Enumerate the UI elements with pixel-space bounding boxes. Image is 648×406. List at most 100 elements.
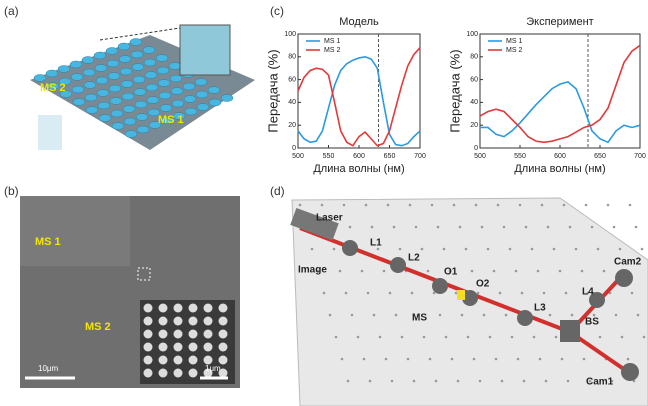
hole (333, 248, 336, 251)
hole (515, 270, 518, 273)
pillar (73, 99, 85, 106)
pillar (106, 48, 118, 55)
hole (363, 358, 366, 361)
figure: (a) MS 2 MS 1 (b) MS 1 MS 2 10μm 1μm (c)… (0, 0, 648, 406)
hole (613, 226, 616, 229)
hole (379, 336, 382, 339)
pillar (134, 89, 146, 96)
dot (144, 330, 153, 339)
pillar (112, 123, 124, 130)
x-tick-label: 500 (474, 153, 486, 160)
dot (219, 317, 228, 326)
hole (555, 336, 558, 339)
hole (421, 248, 424, 251)
hole (621, 336, 624, 339)
pillar (120, 68, 132, 75)
component-label: L1 (370, 238, 382, 249)
hole (351, 314, 354, 317)
region-label: MS 1 (35, 236, 61, 248)
y-tick-label: 100 (284, 31, 296, 38)
component-label: Image (298, 265, 327, 276)
sample (457, 290, 465, 300)
hole (329, 314, 332, 317)
hole (641, 248, 644, 251)
dot (174, 356, 183, 365)
hole (415, 226, 418, 229)
scale-label: 1μm (205, 364, 221, 373)
dot (204, 343, 213, 352)
y-tick-label: 60 (288, 76, 296, 83)
hole (475, 204, 478, 207)
hole (395, 314, 398, 317)
hole (453, 204, 456, 207)
pillar (97, 90, 109, 97)
hole (347, 380, 350, 383)
hole (477, 292, 480, 295)
hole (499, 292, 502, 295)
region-label: MS 1 (158, 114, 184, 126)
pillar (94, 52, 106, 59)
y-tick-label: 60 (470, 76, 478, 83)
hole (603, 270, 606, 273)
hole (489, 336, 492, 339)
x-tick-label: 700 (634, 153, 646, 160)
component-label: L4 (582, 287, 594, 298)
y-tick-label: 80 (288, 54, 296, 61)
pillar (108, 73, 120, 80)
hole (427, 270, 430, 273)
hole (591, 226, 594, 229)
plot-frame (298, 34, 420, 148)
pillar (130, 39, 142, 46)
dot (219, 304, 228, 313)
dot (144, 317, 153, 326)
component-label: Cam2 (614, 257, 642, 268)
pillar (171, 88, 183, 95)
pillar (96, 77, 108, 84)
panel-label: (a) (4, 4, 19, 18)
hole (543, 292, 546, 295)
hole (545, 380, 548, 383)
dot (159, 330, 168, 339)
hole (615, 314, 618, 317)
hole (501, 380, 504, 383)
dot (204, 317, 213, 326)
component-label: Laser (316, 213, 343, 224)
pillar (144, 59, 156, 66)
hole (459, 226, 462, 229)
hole (583, 358, 586, 361)
x-tick-label: 600 (353, 153, 365, 160)
hole (487, 248, 490, 251)
dot (189, 356, 198, 365)
hole (343, 204, 346, 207)
pillar (34, 75, 46, 82)
component-label: L3 (534, 303, 546, 314)
x-tick-label: 650 (384, 153, 396, 160)
pillar (84, 82, 96, 89)
dot (144, 304, 153, 313)
hole (435, 380, 438, 383)
pillar (158, 80, 170, 87)
hole (607, 204, 610, 207)
x-tick-label: 600 (554, 153, 566, 160)
hole (537, 270, 540, 273)
y-tick-label: 20 (470, 122, 478, 129)
hole (371, 226, 374, 229)
series-line (298, 48, 420, 146)
hole (505, 314, 508, 317)
hole (445, 336, 448, 339)
y-tick-label: 0 (292, 145, 296, 152)
dot (144, 369, 153, 378)
dot (174, 343, 183, 352)
zoom-line (100, 28, 180, 40)
hole (495, 358, 498, 361)
component-label: O1 (444, 267, 458, 278)
hole (399, 248, 402, 251)
hole (341, 358, 344, 361)
hole (503, 226, 506, 229)
y-tick-label: 40 (470, 99, 478, 106)
dot (189, 330, 198, 339)
pillar (195, 79, 207, 86)
pillar (107, 60, 119, 67)
pillar (110, 98, 122, 105)
hole (509, 248, 512, 251)
